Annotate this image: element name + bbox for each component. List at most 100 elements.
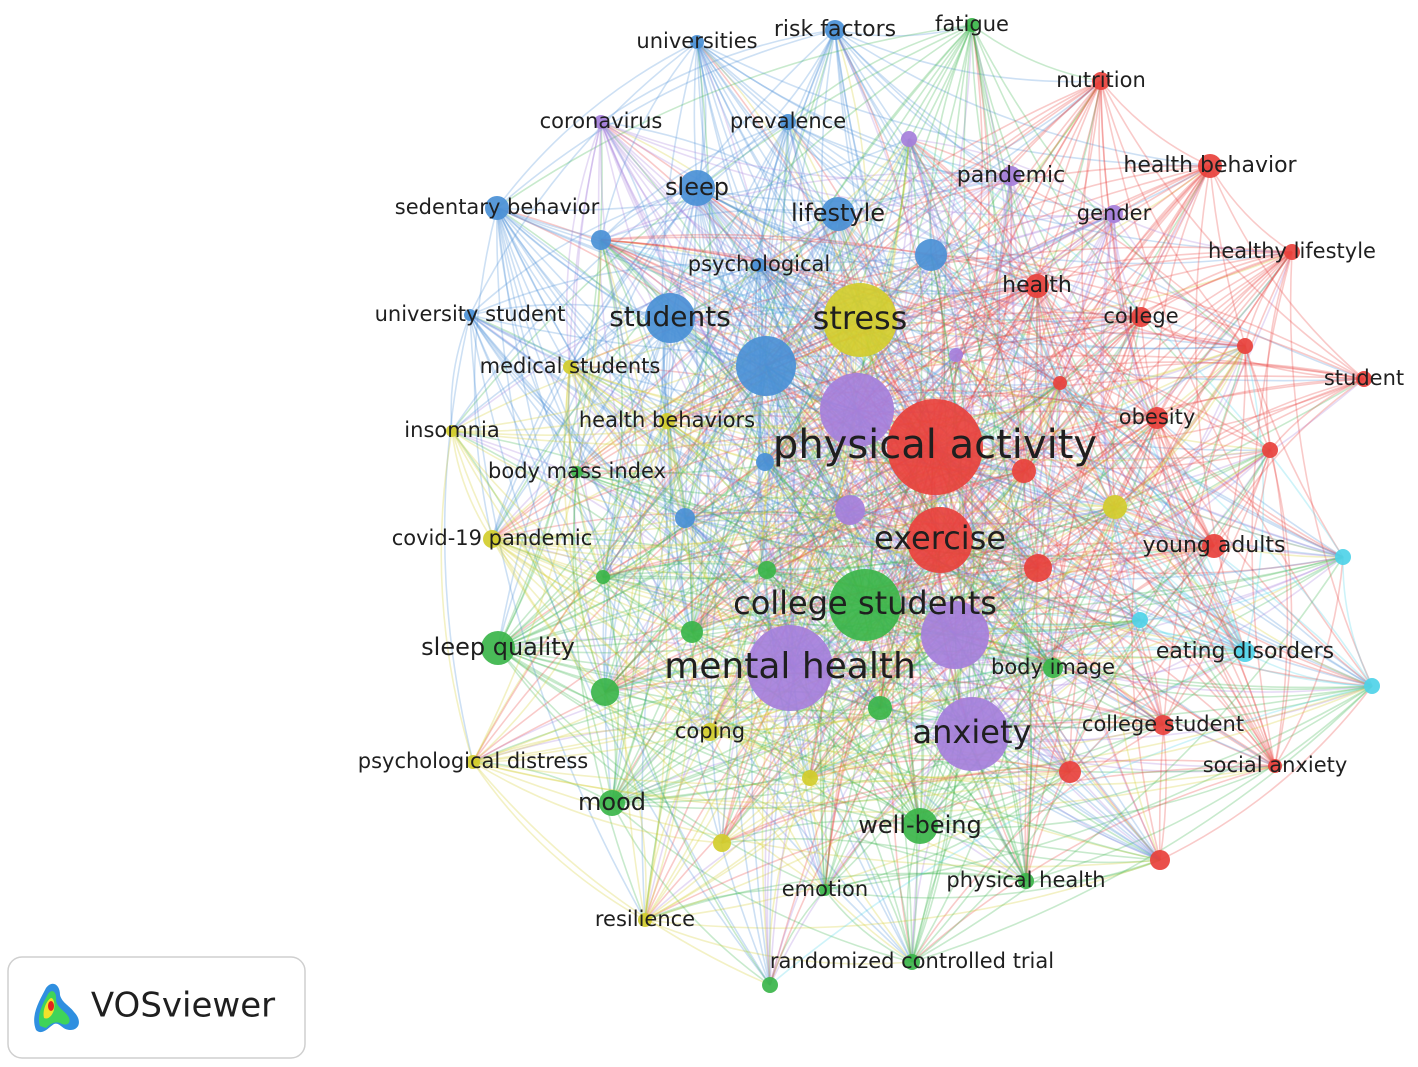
link bbox=[600, 239, 693, 633]
link bbox=[644, 765, 1276, 921]
link bbox=[644, 634, 956, 921]
link bbox=[469, 41, 698, 316]
link bbox=[768, 777, 811, 986]
link bbox=[908, 138, 1141, 621]
link bbox=[837, 213, 1025, 472]
link bbox=[1100, 80, 1246, 347]
link bbox=[1100, 80, 1215, 547]
link bbox=[859, 319, 1054, 669]
node-label: coronavirus bbox=[540, 109, 663, 133]
link bbox=[837, 80, 1102, 215]
link bbox=[1109, 506, 1161, 861]
link bbox=[696, 187, 913, 963]
link bbox=[604, 539, 941, 693]
link bbox=[864, 604, 1027, 882]
link bbox=[856, 80, 1102, 411]
link bbox=[497, 446, 936, 649]
node bbox=[901, 131, 917, 147]
node bbox=[1043, 658, 1063, 678]
link bbox=[787, 24, 973, 123]
link bbox=[939, 539, 1276, 767]
link bbox=[837, 213, 1061, 384]
link bbox=[809, 567, 1039, 779]
node bbox=[835, 495, 865, 525]
link bbox=[569, 366, 858, 414]
link bbox=[955, 354, 1116, 508]
node bbox=[1053, 376, 1067, 390]
link bbox=[955, 354, 989, 735]
link bbox=[491, 470, 1025, 547]
link bbox=[910, 539, 941, 827]
link bbox=[602, 562, 768, 578]
link bbox=[491, 538, 791, 669]
link bbox=[939, 80, 1102, 541]
link bbox=[911, 765, 1276, 963]
link bbox=[849, 417, 1158, 511]
link bbox=[644, 919, 913, 965]
link bbox=[1213, 449, 1271, 547]
node bbox=[825, 20, 845, 40]
node-label: college students bbox=[733, 584, 997, 622]
node bbox=[1237, 338, 1253, 354]
link bbox=[955, 354, 1164, 726]
link bbox=[789, 378, 1365, 669]
link bbox=[497, 382, 1061, 649]
link bbox=[856, 213, 1115, 411]
link bbox=[721, 838, 1027, 882]
node bbox=[1001, 166, 1021, 186]
link bbox=[684, 517, 913, 963]
node-label: mental health bbox=[664, 646, 916, 687]
link bbox=[696, 187, 1158, 419]
link bbox=[497, 420, 668, 649]
link bbox=[1035, 567, 1071, 773]
link bbox=[911, 634, 960, 963]
link bbox=[691, 631, 921, 827]
link bbox=[721, 820, 921, 844]
link bbox=[856, 394, 1158, 419]
link bbox=[955, 332, 1246, 356]
link bbox=[691, 539, 941, 633]
link bbox=[766, 569, 921, 827]
link bbox=[709, 731, 913, 963]
link bbox=[496, 207, 1365, 382]
node bbox=[1092, 72, 1110, 90]
link bbox=[954, 634, 1161, 861]
node-label: student bbox=[1324, 366, 1404, 390]
link bbox=[939, 539, 1344, 575]
link bbox=[604, 691, 921, 827]
link bbox=[721, 759, 1276, 844]
link bbox=[602, 446, 936, 578]
link bbox=[691, 251, 1293, 633]
link bbox=[600, 121, 1246, 347]
link bbox=[856, 165, 1211, 411]
node bbox=[1012, 459, 1036, 483]
link bbox=[1037, 165, 1211, 569]
link bbox=[1010, 175, 1246, 653]
link bbox=[600, 239, 1271, 451]
link bbox=[576, 187, 698, 473]
link bbox=[1009, 175, 1161, 861]
link bbox=[939, 539, 1071, 773]
link bbox=[769, 685, 1373, 986]
link bbox=[1102, 213, 1164, 726]
link bbox=[497, 647, 921, 827]
logo-shape bbox=[48, 1001, 54, 1011]
link bbox=[666, 420, 956, 636]
link bbox=[611, 732, 973, 804]
link bbox=[998, 175, 1025, 472]
link bbox=[1140, 316, 1246, 347]
link bbox=[696, 41, 1246, 653]
link bbox=[496, 29, 836, 209]
link bbox=[496, 207, 578, 473]
node bbox=[829, 569, 901, 641]
link bbox=[1052, 417, 1158, 669]
link bbox=[764, 459, 1215, 547]
link bbox=[600, 239, 956, 636]
link bbox=[930, 213, 1115, 256]
node-label: sedentary behavior bbox=[395, 195, 600, 219]
link bbox=[451, 175, 1012, 432]
link bbox=[809, 777, 913, 963]
link bbox=[669, 317, 791, 669]
link bbox=[908, 138, 1054, 669]
link bbox=[834, 29, 1012, 177]
